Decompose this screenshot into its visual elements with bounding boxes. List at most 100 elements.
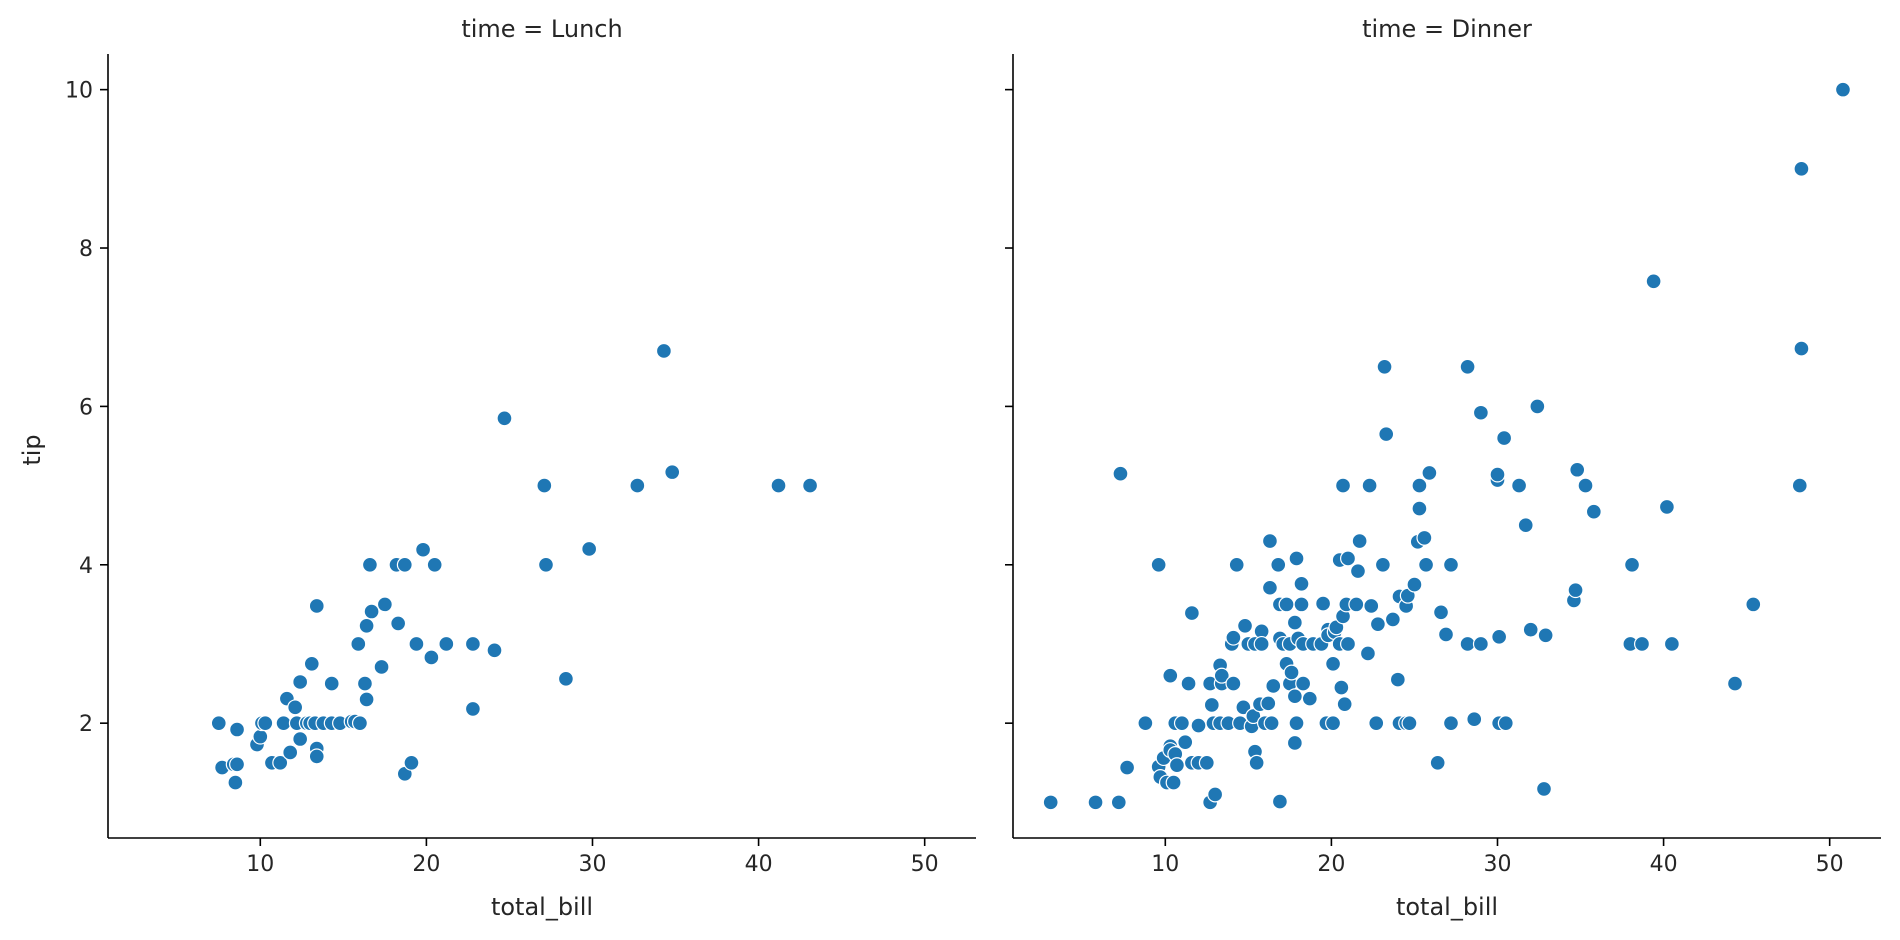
scatter-point [1535,780,1552,797]
scatter-point [1497,715,1514,732]
scatter-point [1585,503,1602,520]
scatter-point [396,556,413,573]
scatter-point [1442,556,1459,573]
scatter-point [1411,500,1428,517]
scatter-point [423,649,440,666]
scatter-point [1112,465,1129,482]
x-tick-label: 20 [412,852,440,877]
scatter-point [770,477,787,494]
scatter-point [1348,596,1365,613]
scatter-point [1288,715,1305,732]
scatter-point [1207,786,1224,803]
scatter-point [1228,556,1245,573]
scatter-point [275,715,292,732]
scatter-point [1335,477,1352,494]
x-tick-label: 40 [745,852,773,877]
scatter-point [464,700,481,717]
scatter-point [1459,358,1476,375]
scatter-point [1288,550,1305,567]
scatter-point [1472,635,1489,652]
scatter-point [536,477,553,494]
scatter-point [496,410,513,427]
scatter-point [1349,563,1366,580]
x-tick-label: 50 [911,852,939,877]
facet-title-lunch: time = Lunch [461,15,622,43]
scatter-point [287,699,304,716]
scatter-point [1438,626,1455,643]
scatter-point [408,635,425,652]
scatter-point [1253,635,1270,652]
y-axis-label: tip [18,434,46,465]
x-tick-label: 30 [578,852,606,877]
scatter-point [1180,675,1197,692]
scatter-point [1340,550,1357,567]
scatter-point [1278,596,1295,613]
scatter-point [1522,621,1539,638]
scatter-point [1442,715,1459,732]
scatter-point [1368,715,1385,732]
scatter-point [1633,635,1650,652]
scatter-point [323,675,340,692]
scatter-point [1198,754,1215,771]
scatter-point [1459,635,1476,652]
scatter-point [292,731,309,748]
scatter-point [1834,81,1851,98]
y-tick-label: 8 [79,237,93,262]
scatter-point [1745,596,1762,613]
scatter-point [1529,398,1546,415]
scatter-point [1248,754,1265,771]
scatter-point [351,715,368,732]
scatter-point [1087,794,1104,811]
scatter-point [1333,679,1350,696]
scatter-point [1265,677,1282,694]
scatter-point [403,754,420,771]
scatter-point [1384,611,1401,628]
scatter-point [1293,575,1310,592]
scatter-point [1336,696,1353,713]
scatter-points [1042,81,1851,811]
scatter-point [390,615,407,632]
scatter-point [1406,576,1423,593]
scatter-point [1577,477,1594,494]
scatter-point [1183,605,1200,622]
scatter-point [1203,696,1220,713]
scatter-point [1213,667,1230,684]
scatter-point [282,744,299,761]
scatter-point [1466,711,1483,728]
scatter-point [1429,754,1446,771]
axes-dinner: 10 20 30 40 50 [1005,54,1881,877]
scatter-point [1150,556,1167,573]
scatter-point [1389,671,1406,688]
scatter-point [358,691,375,708]
scatter-point [1293,596,1310,613]
scatter-point [1286,688,1303,705]
scatter-point [1378,426,1395,443]
scatter-point [1489,466,1506,483]
scatter-point [1042,794,1059,811]
x-axis-label-dinner: total_bill [1396,893,1498,921]
x-tick-label: 30 [1483,852,1511,877]
facet-lunch: time = Lunch tip total_bill 10 20 30 40 50 2 4… [18,15,976,921]
scatter-point [1472,404,1489,421]
scatter-point [1361,477,1378,494]
scatter-point [1369,616,1386,633]
scatter-point [1225,675,1242,692]
scatter-point [464,635,481,652]
scatter-point [1793,340,1810,357]
scatter-point [1511,477,1528,494]
scatter-point [1418,556,1435,573]
scatter-point [1421,464,1438,481]
scatter-point [1567,582,1584,599]
scatter-point [438,635,455,652]
scatter-point [1727,675,1744,692]
scatter-point [1537,627,1554,644]
scatter-point [1340,635,1357,652]
x-tick-label: 10 [1151,852,1179,877]
scatter-point [1162,667,1179,684]
scatter-point [1263,715,1280,732]
y-tick-label: 2 [79,712,93,737]
scatter-point [581,540,598,557]
scatter-point [1245,708,1262,725]
scatter-point [1110,794,1127,811]
